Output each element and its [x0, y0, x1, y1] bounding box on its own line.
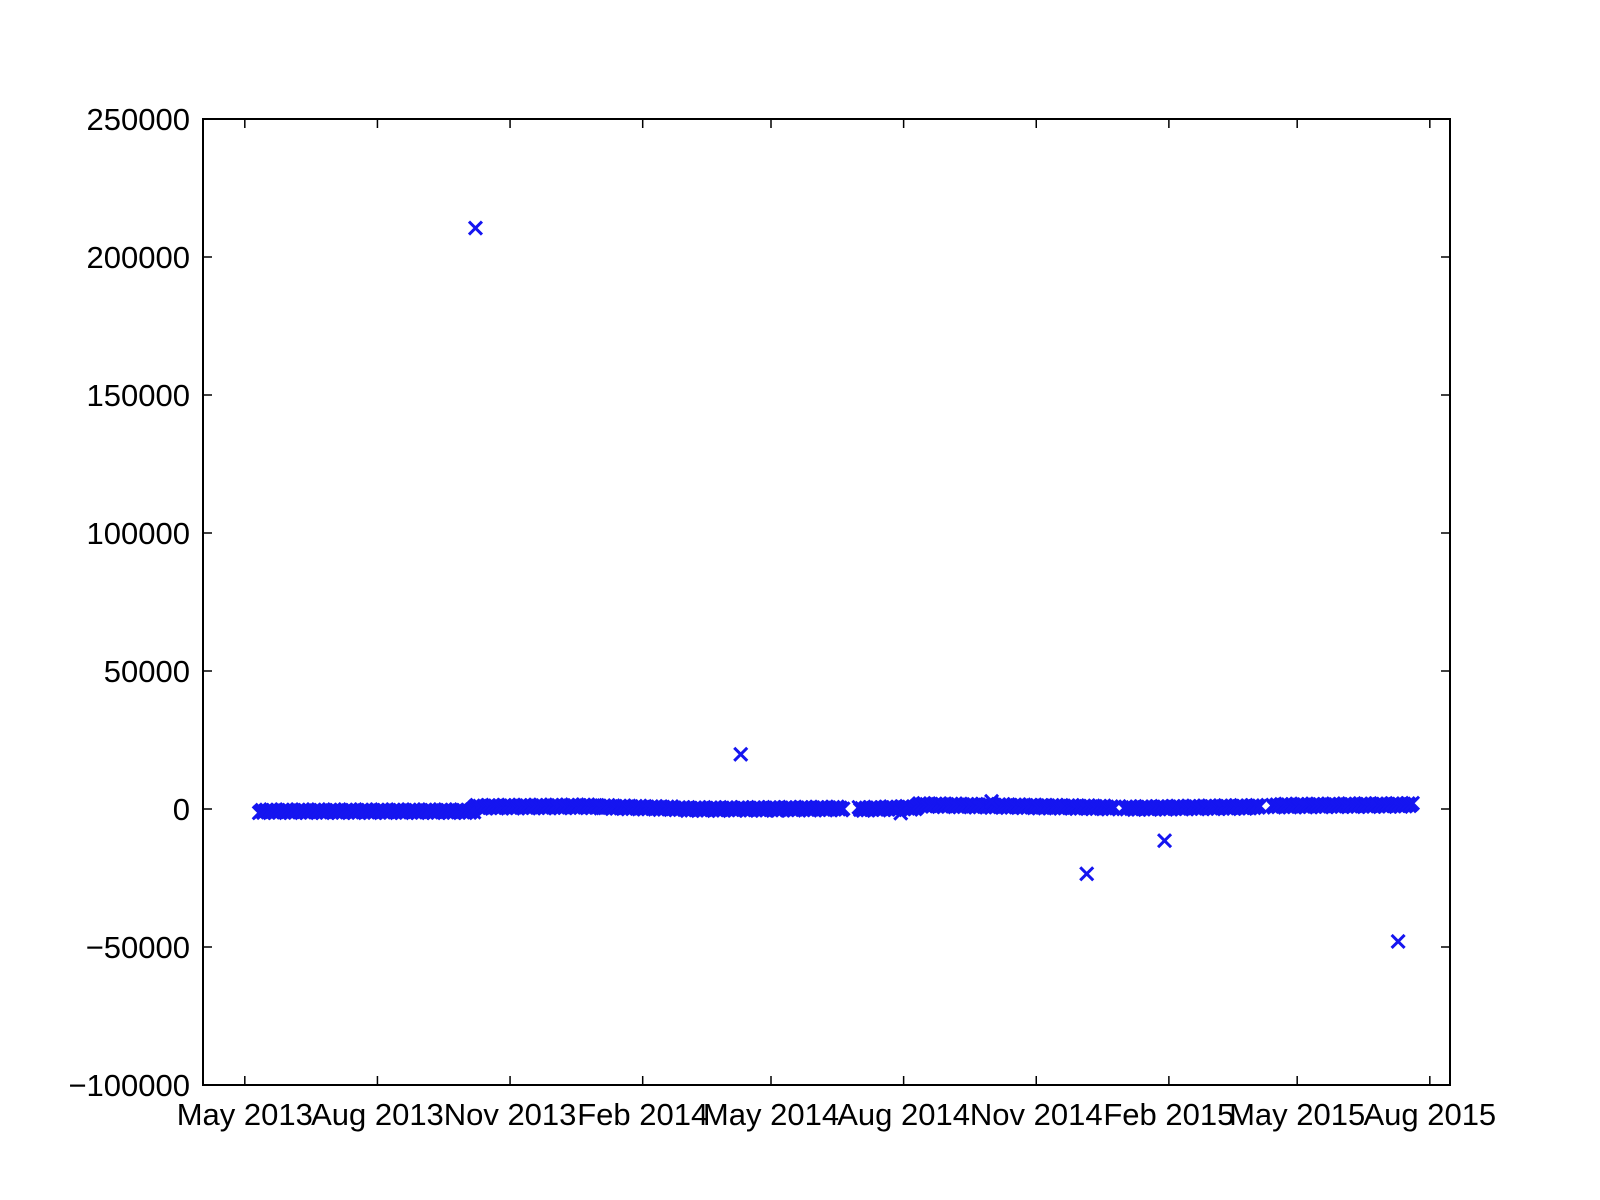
x-tick-label: May 2013: [177, 1097, 313, 1132]
data-point-outlier: [893, 805, 909, 821]
y-tick-label: 200000: [87, 240, 190, 275]
data-point-outlier: [733, 746, 749, 762]
y-tick-label: −50000: [86, 930, 190, 965]
data-point-outlier: [1390, 933, 1406, 950]
data-point-outlier: [467, 220, 484, 236]
y-tick-label: 0: [173, 792, 190, 827]
x-tick-label: Feb 2014: [577, 1097, 708, 1132]
data-point-outlier: [984, 793, 1000, 809]
y-tick-label: 250000: [87, 102, 190, 137]
x-tick-label: Aug 2015: [1363, 1097, 1496, 1132]
data-point: [1252, 798, 1268, 814]
y-tick-label: 150000: [87, 378, 190, 413]
data-point-outlier: [769, 802, 785, 818]
y-tick-label: 100000: [87, 516, 190, 551]
data-point: [835, 801, 851, 817]
data-points: [251, 220, 1421, 950]
y-tick-label: −100000: [68, 1068, 190, 1103]
data-point: [1404, 795, 1421, 811]
data-point-outlier: [1079, 866, 1095, 882]
data-point-outlier: [1156, 833, 1173, 849]
y-axis: −100000 −50000 0 50000 100000 150000 200000 250…: [68, 102, 1450, 1103]
y-tick-label: 50000: [104, 654, 190, 689]
x-tick-label: Aug 2013: [311, 1097, 444, 1132]
x-tick-label: Nov 2014: [970, 1097, 1103, 1132]
x-tick-label: Feb 2015: [1103, 1097, 1234, 1132]
x-tick-label: Nov 2013: [444, 1097, 577, 1132]
x-tick-label: May 2014: [703, 1097, 839, 1132]
x-tick-label: May 2015: [1229, 1097, 1365, 1132]
plot-area-frame: [202, 118, 1451, 1086]
x-tick-label: Aug 2014: [837, 1097, 970, 1132]
